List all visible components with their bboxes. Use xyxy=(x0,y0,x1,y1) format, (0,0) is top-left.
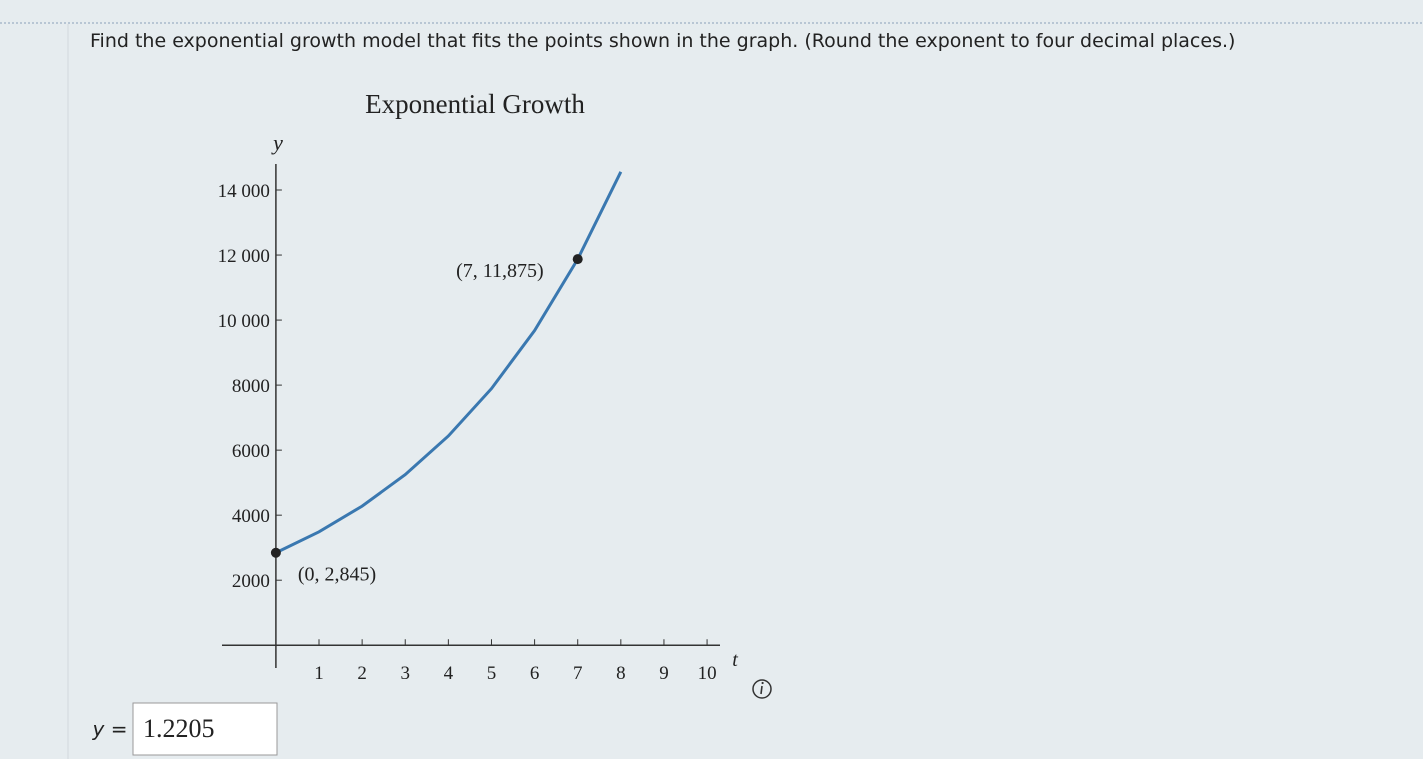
x-tick-label: 6 xyxy=(530,663,540,684)
y-tick-label: 2000 xyxy=(232,571,270,592)
x-tick-label: 4 xyxy=(444,663,454,684)
y-tick-label: 12 000 xyxy=(218,246,270,267)
x-tick-label: 2 xyxy=(357,663,367,684)
y-tick-label: 14 000 xyxy=(218,181,270,202)
info-icon[interactable] xyxy=(752,679,772,699)
chart-title: Exponential Growth xyxy=(365,89,585,119)
data-point xyxy=(270,547,281,558)
y-tick-label: 4000 xyxy=(232,506,270,527)
x-tick-label: 7 xyxy=(573,663,583,684)
answer-input[interactable] xyxy=(132,702,278,756)
growth-curve xyxy=(275,171,623,555)
question-text: Find the exponential growth model that f… xyxy=(90,30,1235,52)
x-tick-label: 5 xyxy=(487,663,497,684)
point-label: (7, 11,875) xyxy=(456,260,544,282)
x-tick-label: 10 xyxy=(698,663,717,684)
y-axis-label: y xyxy=(271,130,283,155)
x-tick-label: 1 xyxy=(314,663,324,684)
x-tick-label: 9 xyxy=(659,663,669,684)
answer-label: y = xyxy=(92,717,128,741)
y-tick-label: 6000 xyxy=(232,441,270,462)
x-tick-label: 8 xyxy=(616,663,626,684)
data-point xyxy=(572,254,583,265)
x-tick-label: 3 xyxy=(400,663,410,684)
point-label: (0, 2,845) xyxy=(298,564,376,586)
y-tick-label: 8000 xyxy=(232,376,270,397)
answer-value[interactable]: 1.2205 xyxy=(143,714,215,743)
x-axis-label: t xyxy=(732,649,738,671)
y-tick-label: 10 000 xyxy=(218,311,270,332)
